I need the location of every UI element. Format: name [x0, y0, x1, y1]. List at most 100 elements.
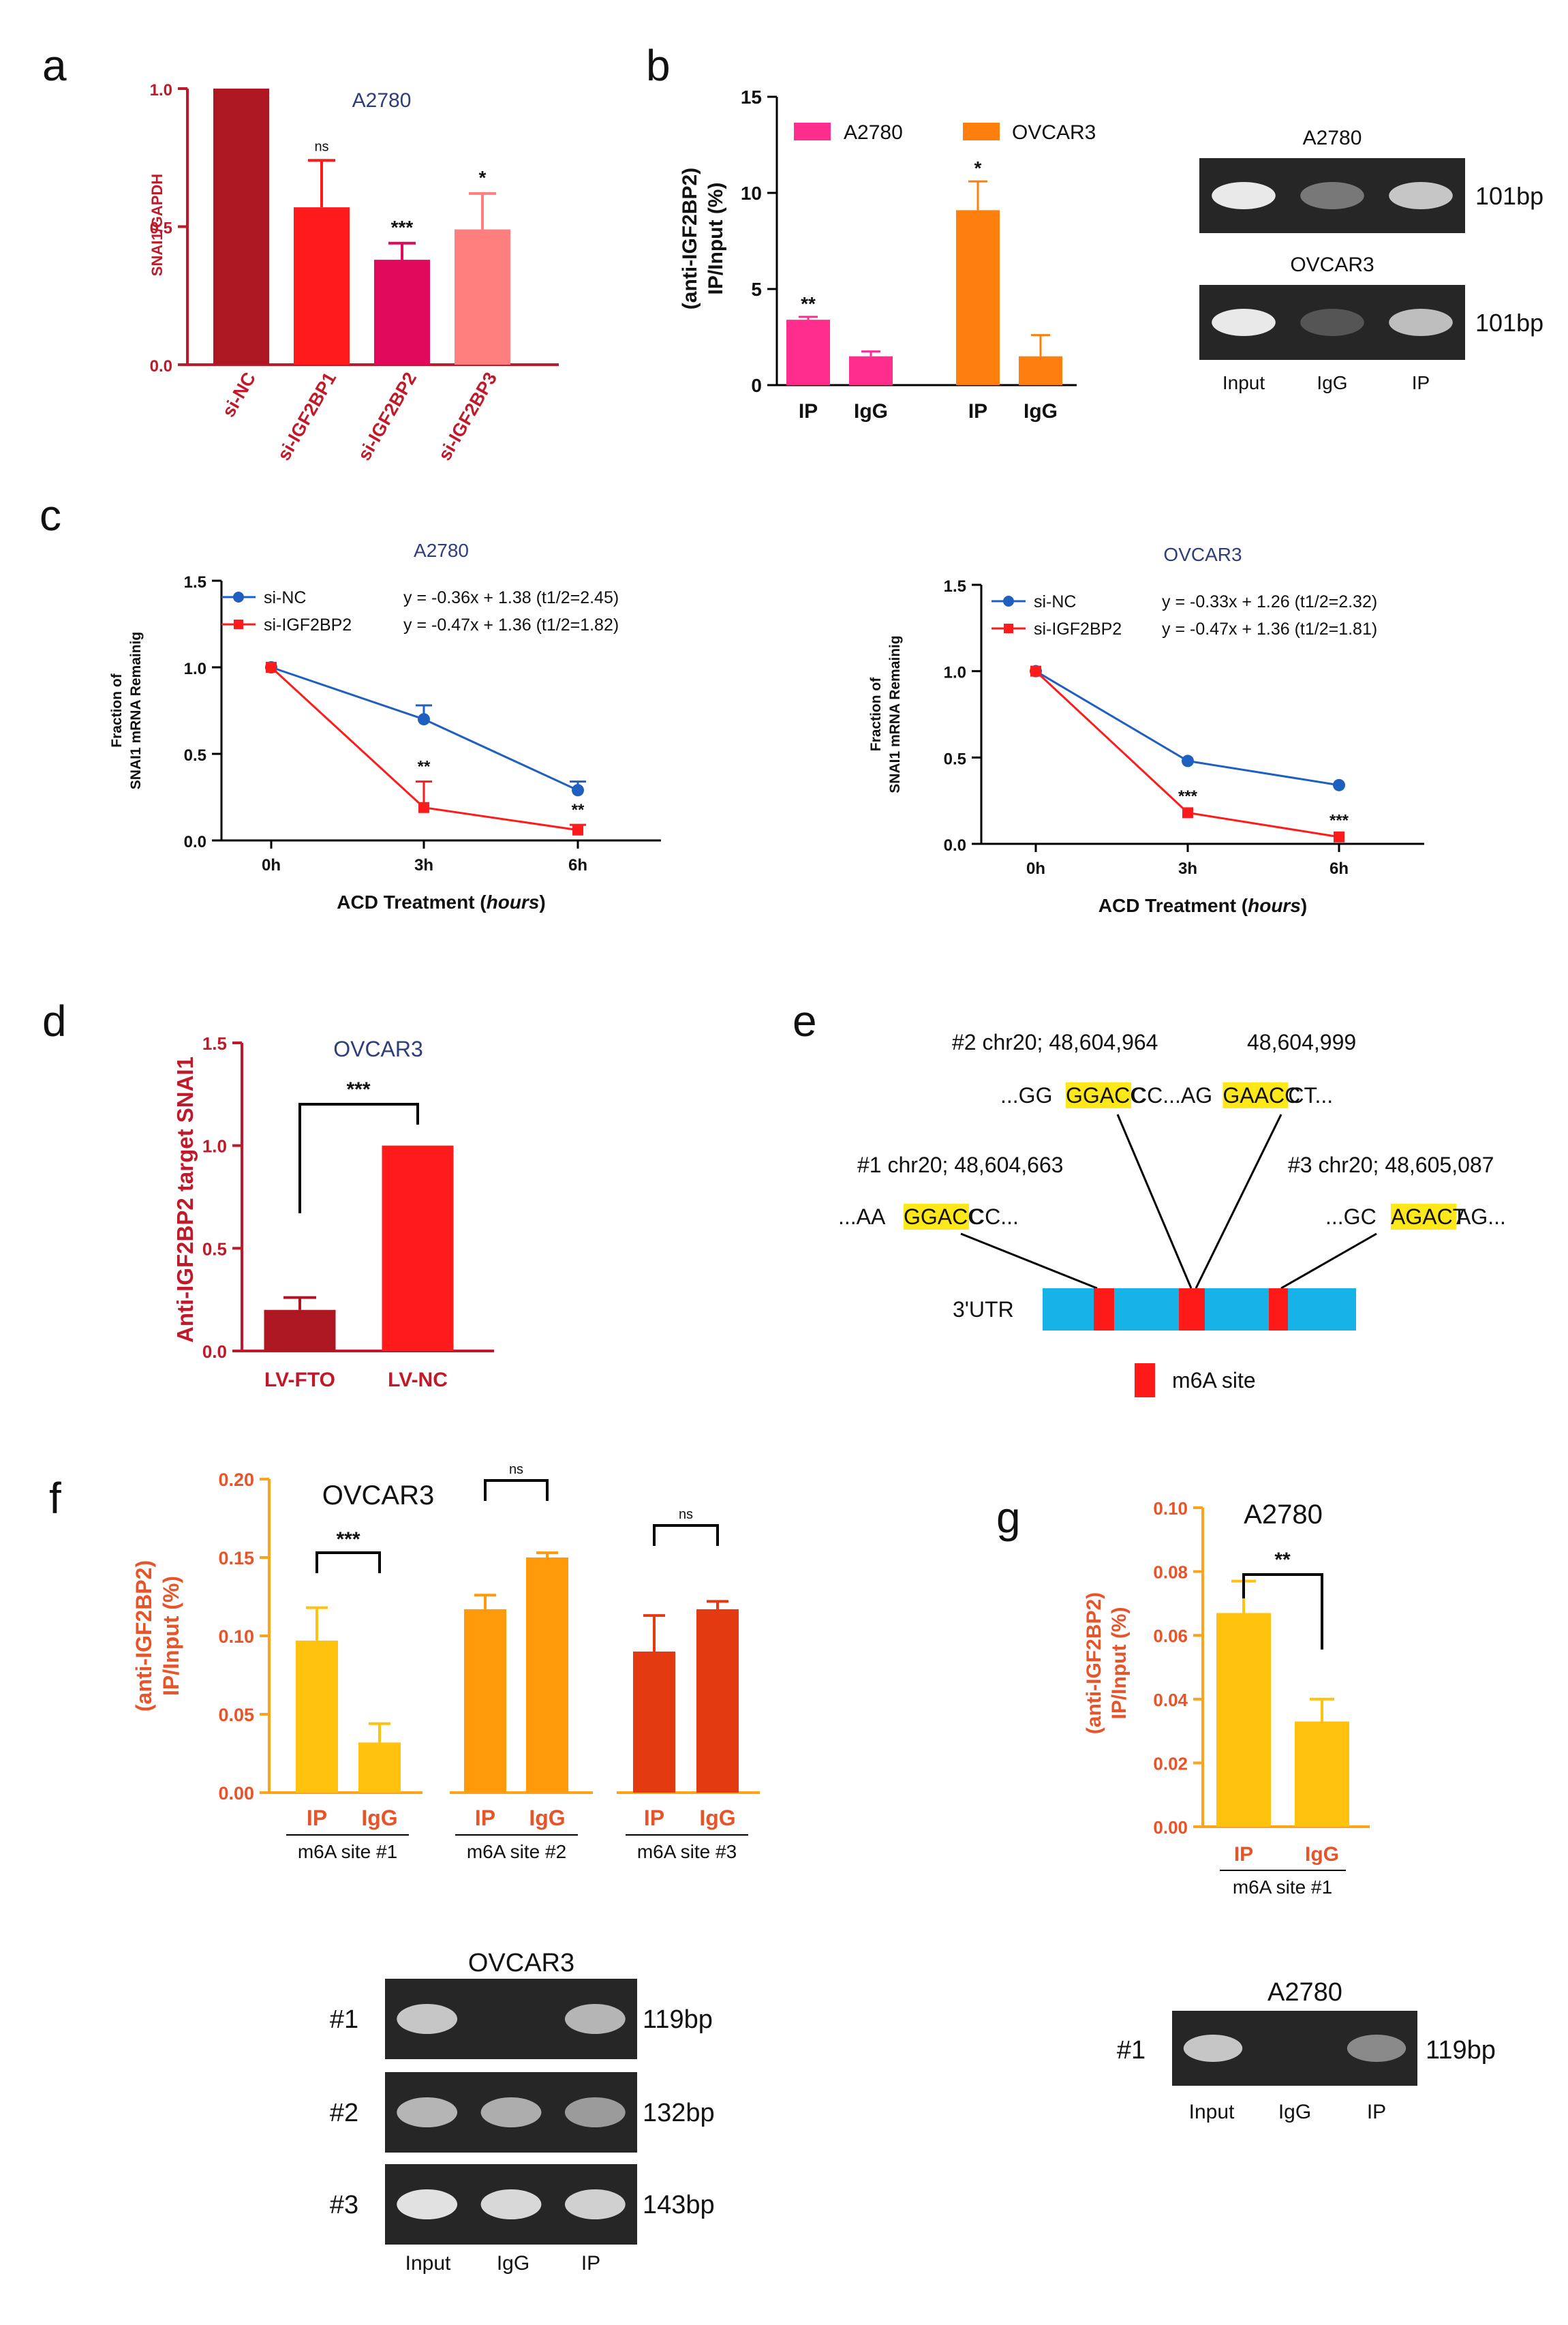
chart-d-ytick-label: 1.0 [202, 1136, 227, 1157]
chart-a-sig-label: ns [314, 139, 328, 154]
gel-b: A2780 101bp OVCAR3 101bp Input IgG IP [1199, 127, 1543, 393]
panel-e-seq3-segment: AGACT [1391, 1204, 1466, 1229]
chart-a-sig-label: * [479, 167, 487, 188]
gel-f-row-label: #2 [330, 2099, 358, 2127]
chart-d-sig-label: *** [346, 1078, 370, 1101]
chart-c1-xtick-label: 3h [414, 856, 433, 875]
chart-c2-xlabel: ACD Treatment (hours) [1098, 895, 1307, 916]
gel-b-row-band [1212, 309, 1276, 336]
chart-f-sig-bracket-3 [653, 1524, 719, 1546]
chart-f-bar [526, 1557, 568, 1793]
chart-f-xtick-label: IP [307, 1806, 327, 1830]
gel-b-lane-label: IP [1412, 372, 1430, 393]
chart-c2-legend-label: si-IGF2BP2 [1034, 620, 1122, 639]
gel-f-row-band [564, 2004, 626, 2034]
chart-c2-series-line [1035, 670, 1340, 787]
panel-label-b: b [646, 41, 671, 90]
panel-e-legend-swatch [1135, 1363, 1155, 1397]
chart-f-ytick-label: 0.05 [218, 1705, 254, 1725]
gel-f-row-band [397, 2097, 458, 2127]
panel-e-utr-label: 3'UTR [953, 1297, 1014, 1322]
chart-f-xtick-label: IgG [699, 1806, 735, 1830]
chart-d-xtick-label: LV-FTO [264, 1369, 335, 1391]
chart-a-bar [294, 207, 350, 365]
chart-f-bar [358, 1742, 401, 1793]
gel-b-row-band [1212, 182, 1276, 209]
chart-c1: 0.0 0.5 1.0 1.5 0h 3h 6h si-NC y = -0.36x + 1.38… [109, 540, 661, 913]
chart-f-ytick-label: 0.20 [218, 1470, 254, 1490]
chart-g-ytick-label: 0.08 [1153, 1562, 1188, 1583]
chart-d-sig-bracket [298, 1103, 419, 1213]
chart-b-sig-label: * [974, 157, 982, 179]
chart-c1-xtick-label: 0h [262, 856, 281, 875]
chart-a-xtick-label: si-IGF2BP3 [434, 369, 501, 464]
chart-c2-sig-label: *** [1178, 787, 1198, 806]
chart-g-sig-bracket [1242, 1573, 1323, 1650]
chart-f-group-label: m6A site #2 [467, 1841, 566, 1862]
chart-c1-xlabel-main: ACD Treatment ( [337, 892, 487, 913]
chart-b-bar [786, 320, 830, 385]
chart-g-xtick-label: IgG [1305, 1843, 1339, 1866]
chart-c2-point [1182, 807, 1193, 819]
gel-f-row-band [397, 2189, 458, 2219]
chart-a-ytick-label: 1.0 [150, 81, 172, 100]
chart-f-ytick-label: 0.00 [218, 1783, 254, 1804]
chart-a-sig-label: *** [391, 217, 414, 238]
chart-b-ytick-label: 10 [741, 183, 762, 204]
chart-f-bar [296, 1640, 338, 1793]
chart-c2-point [1334, 831, 1344, 842]
gel-b-title: OVCAR3 [1290, 254, 1374, 276]
chart-g-bar [1295, 1721, 1349, 1827]
panel-e-seq2-segment: ...GG [1000, 1083, 1052, 1108]
chart-g-title: A2780 [1244, 1500, 1323, 1530]
panel-e-site1-label: #1 chr20; 48,604,663 [857, 1153, 1063, 1177]
gel-f-row-band [564, 2097, 626, 2127]
gel-b-row-band [1300, 182, 1364, 209]
chart-c2-ylabel-line1: Fraction of [868, 677, 884, 752]
chart-c1-legend-label: si-IGF2BP2 [264, 616, 352, 635]
chart-d-bar [264, 1309, 336, 1351]
gel-g-lane-label: Input [1189, 2101, 1235, 2123]
panel-e-seq2-highlight [1066, 1082, 1131, 1108]
gel-g-size-label: 119bp [1426, 2036, 1496, 2065]
chart-f: 0.00 0.05 0.10 0.15 0.20 IP IgG IP IgG IP IgG *** ns… [132, 1462, 760, 1862]
chart-c1-xlabel-end: ) [539, 892, 545, 913]
chart-g-ytick-label: 0.04 [1153, 1690, 1188, 1710]
gel-b-lane-label: Input [1223, 372, 1265, 393]
gel-f-size-label: 119bp [643, 2005, 713, 2034]
chart-d-ytick-label: 0.5 [202, 1239, 227, 1259]
chart-g-ytick-label: 0.10 [1153, 1498, 1188, 1519]
gel-f-lane-label: IgG [497, 2252, 529, 2275]
panel-e-legend-label: m6A site [1172, 1368, 1256, 1393]
chart-a-ytick-label: 0.5 [150, 219, 172, 238]
panel-e-site2-label: #2 chr20; 48,604,964 [952, 1030, 1158, 1054]
chart-b-ylabel-line1: (anti-IGF2BP2) [679, 168, 701, 309]
chart-c1-sig-label: ** [418, 758, 431, 776]
panel-label-e: e [793, 997, 817, 1046]
panel-e-connector [960, 1232, 1098, 1290]
gel-g-row-label: #1 [1117, 2036, 1146, 2065]
chart-g: 0.00 0.02 0.04 0.06 0.08 0.10 IP IgG ** m6A site … [1083, 1498, 1370, 1898]
panel-e-seq2-highlight [1223, 1082, 1289, 1108]
chart-b-legend-swatch-ovcar3 [963, 123, 1000, 140]
panel-e-site3-label: #3 chr20; 48,605,087 [1288, 1153, 1494, 1177]
chart-f-xtick-label: IgG [361, 1806, 397, 1830]
chart-c2-xlabel-italic: hours [1248, 895, 1301, 916]
chart-c2: 0.0 0.5 1.0 1.5 0h 3h 6h si-NC y = -0.33x + 1.26… [868, 544, 1424, 916]
chart-f-ytick-label: 0.10 [218, 1626, 254, 1647]
panel-label-g: g [996, 1493, 1021, 1542]
chart-c1-ylabel-line2: SNAI1 mRNA Remainig [128, 632, 144, 789]
chart-a-xtick-label: si-NC [218, 369, 260, 421]
chart-f-group-label: m6A site #1 [298, 1841, 397, 1862]
chart-b-ytick-label: 0 [751, 375, 762, 396]
chart-c2-xlabel-main: ACD Treatment ( [1098, 895, 1248, 916]
chart-f-sig-label: ns [509, 1462, 523, 1477]
chart-a-ytick-label: 0.0 [150, 357, 172, 376]
chart-c1-sig-label: ** [572, 801, 585, 819]
gel-f-size-label: 132bp [643, 2099, 715, 2127]
panel-e-seq2-segment: GAACC [1223, 1083, 1300, 1108]
chart-b-legend-label-a2780: A2780 [844, 121, 903, 144]
gel-f-row-label: #1 [330, 2005, 358, 2034]
gel-b-row-band [1389, 309, 1453, 336]
chart-c2-sig-label: *** [1329, 811, 1349, 830]
